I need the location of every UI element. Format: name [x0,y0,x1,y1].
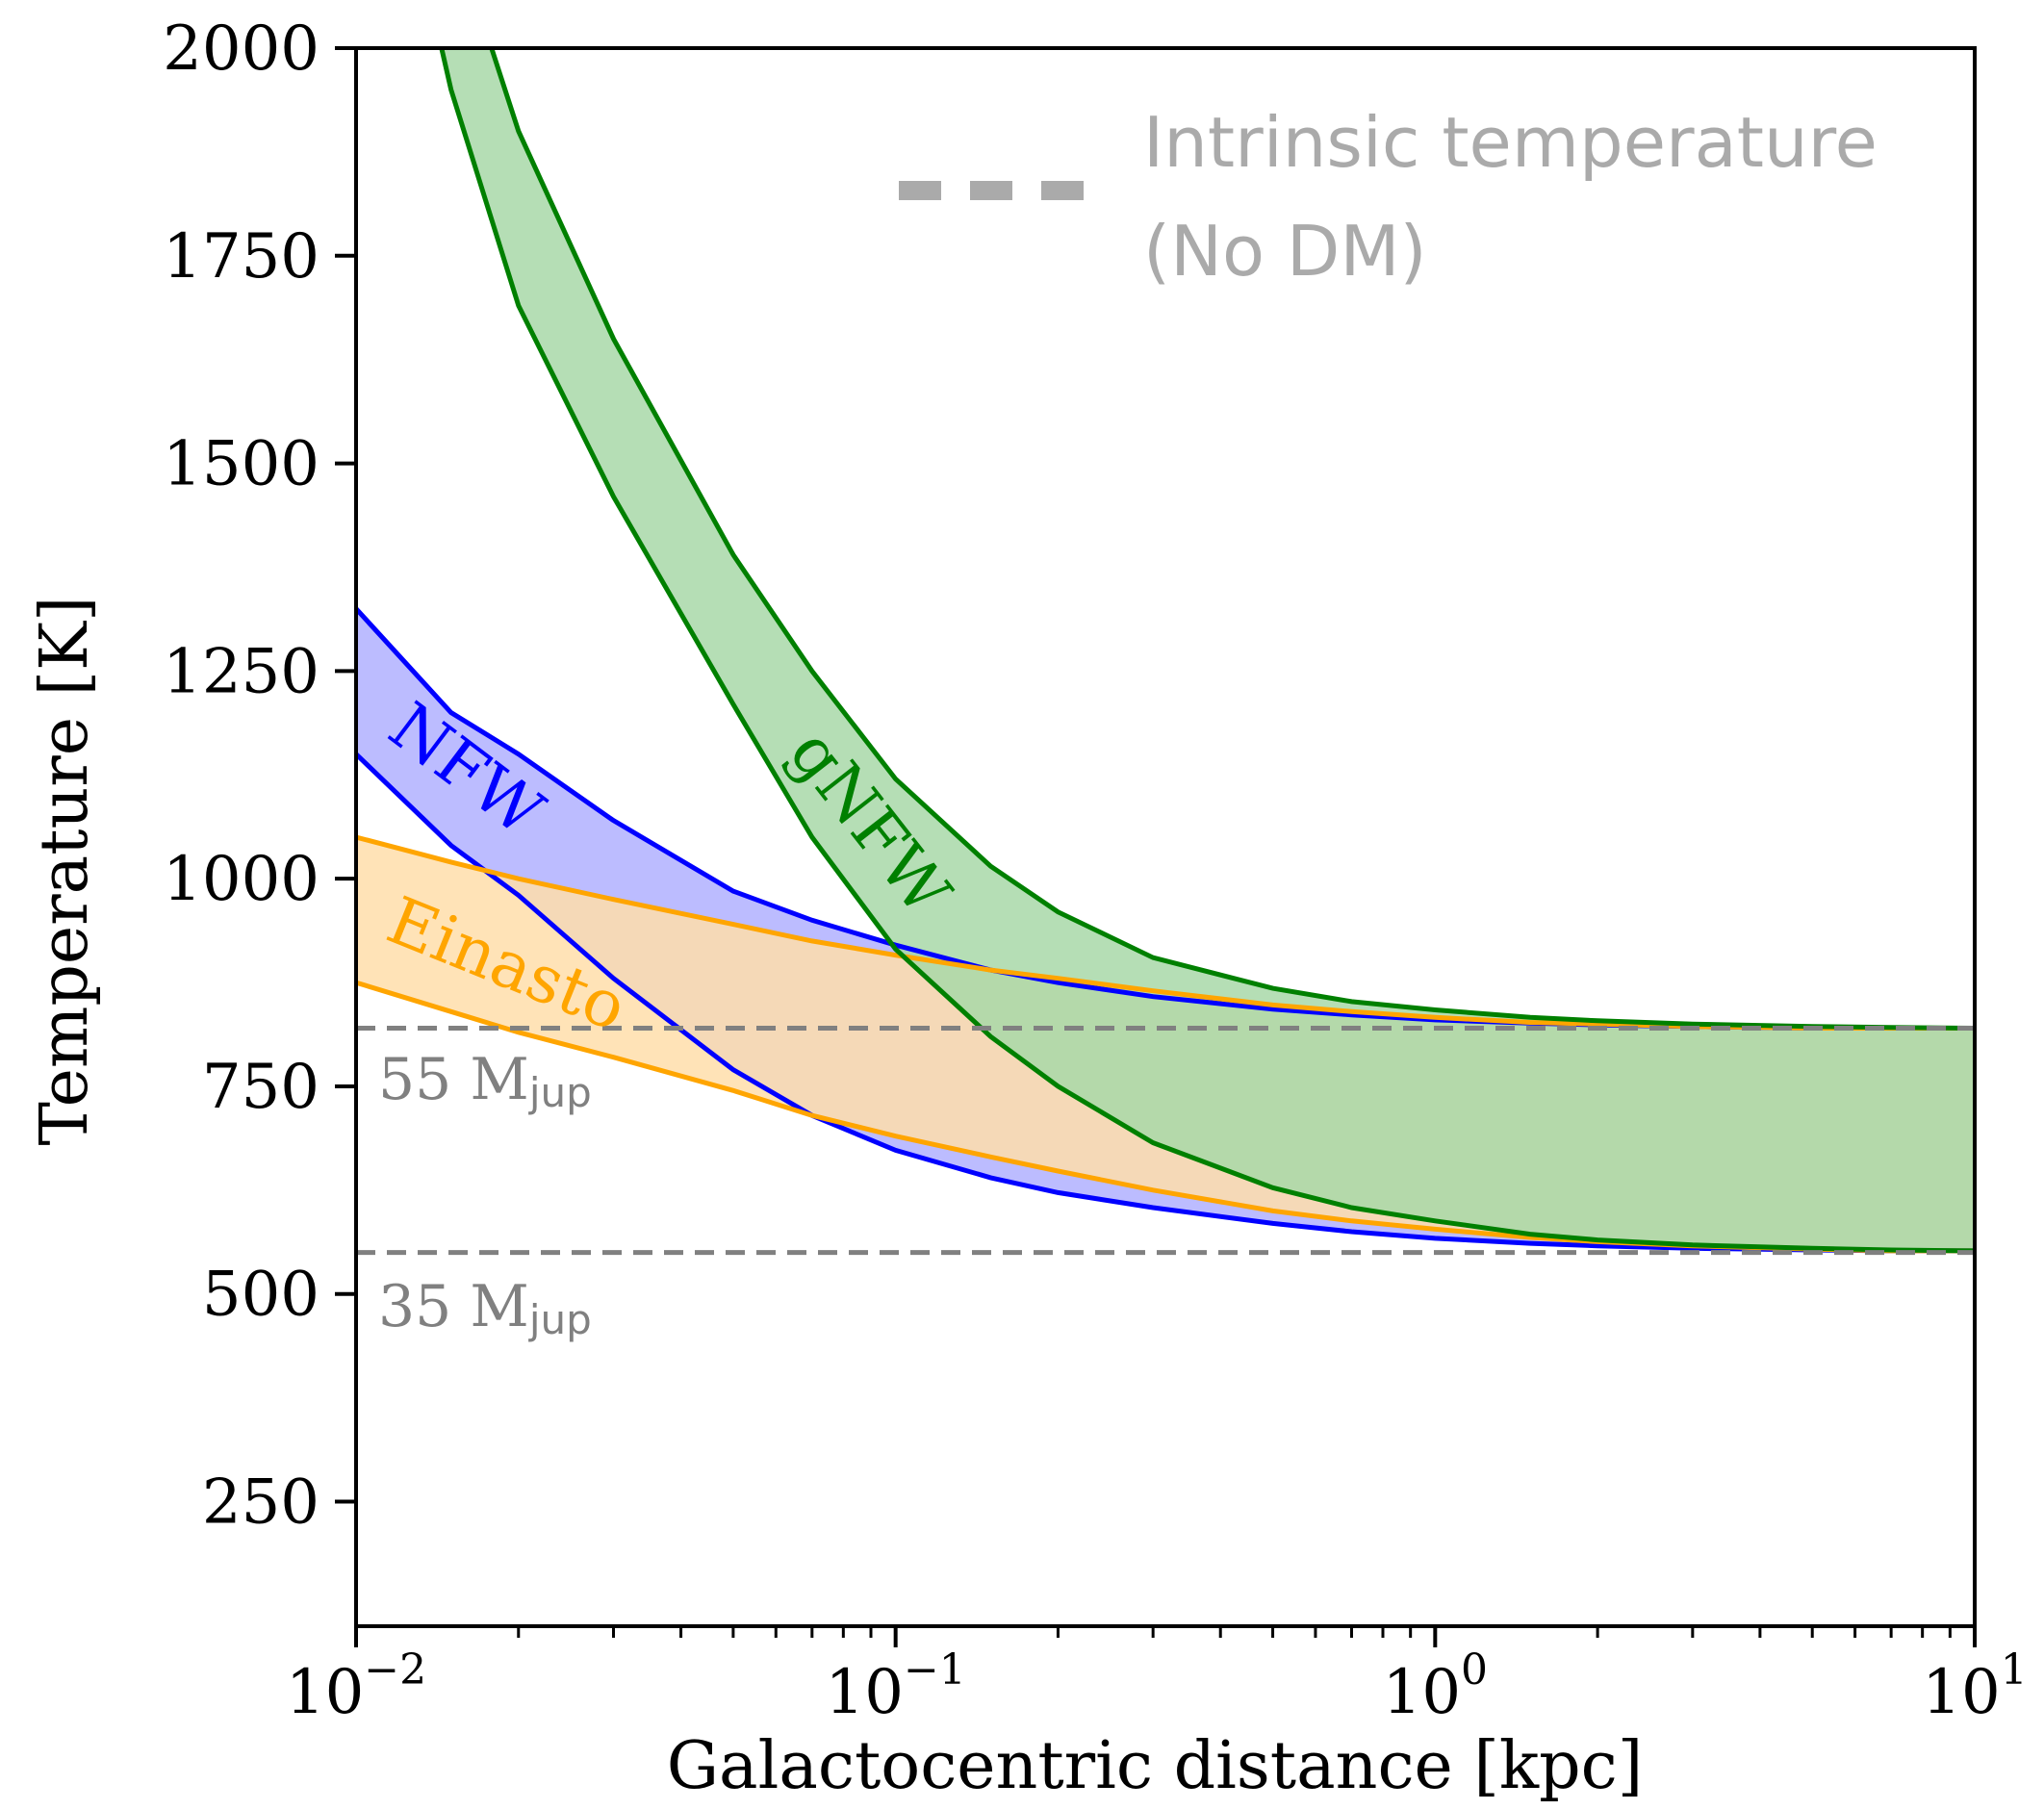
x-axis-label: Galactocentric distance [kpc] [667,1728,1644,1804]
x-tick-label: 101 [1922,1645,2027,1728]
band-fills [356,48,1975,1251]
nfw-lower-line [356,752,1975,1254]
reference-labels: 55 Mjup 35 Mjup [378,1046,592,1343]
plot-frame [354,46,1977,1628]
legend: Intrinsic temperature (No DM) [899,102,1878,292]
x-tick-label: 10−2 [286,1645,426,1728]
reference-lines [356,1026,1975,1256]
ref-label-55: 55 Mjup [378,1046,592,1116]
gnfw-upper-line [489,48,1975,1031]
y-tick-label: 1500 [163,429,319,500]
y-tick-label: 1750 [163,221,319,293]
y-tick-label: 500 [202,1260,319,1331]
gnfw-lower-line [439,48,1975,1254]
y-tick-label: 250 [202,1467,319,1539]
axis-ticks: 250 500 750 1000 1250 1500 1750 2000 10−2 10−1 100… [163,13,2028,1728]
y-tick-label: 1000 [163,844,319,915]
y-axis-label: Temperature [K] [27,597,103,1146]
legend-line-2: (No DM) [1143,211,1427,292]
y-tick-label: 750 [202,1052,319,1123]
y-tick-label: 1250 [163,636,319,707]
gnfw-band-fill [441,48,1975,1251]
y-tick-label: 2000 [163,13,319,85]
x-tick-label: 100 [1383,1645,1488,1728]
x-tick-label: 10−1 [826,1645,966,1728]
ref-label-35: 35 Mjup [378,1273,592,1343]
legend-line-1: Intrinsic temperature [1143,102,1878,183]
